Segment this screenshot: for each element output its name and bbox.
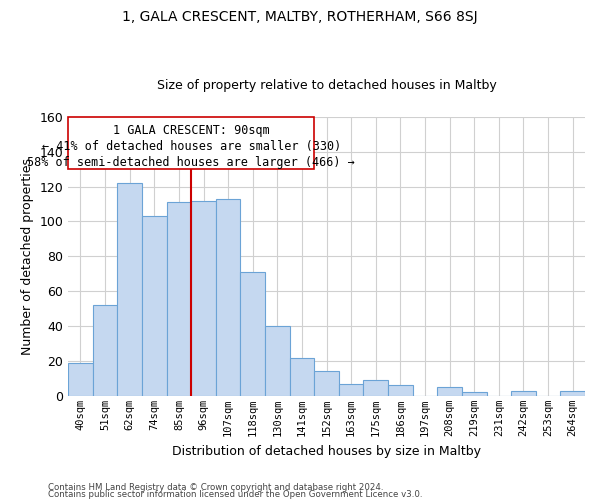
Bar [437,387,462,396]
Bar [339,384,364,396]
Bar [314,372,339,396]
Bar [241,272,265,396]
Y-axis label: Number of detached properties: Number of detached properties [21,158,34,355]
Bar [216,199,241,396]
Text: 1 GALA CRESCENT: 90sqm: 1 GALA CRESCENT: 90sqm [113,124,269,137]
Title: Size of property relative to detached houses in Maltby: Size of property relative to detached ho… [157,79,496,92]
FancyBboxPatch shape [68,117,314,169]
Text: ← 41% of detached houses are smaller (330): ← 41% of detached houses are smaller (33… [41,140,341,153]
Bar [191,200,216,396]
Bar [118,183,142,396]
Bar [364,380,388,396]
Bar [462,392,487,396]
X-axis label: Distribution of detached houses by size in Maltby: Distribution of detached houses by size … [172,444,481,458]
Bar [142,216,167,396]
Bar [388,386,413,396]
Text: 1, GALA CRESCENT, MALTBY, ROTHERHAM, S66 8SJ: 1, GALA CRESCENT, MALTBY, ROTHERHAM, S66… [122,10,478,24]
Bar [290,358,314,396]
Text: Contains public sector information licensed under the Open Government Licence v3: Contains public sector information licen… [48,490,422,499]
Bar [511,390,536,396]
Bar [560,390,585,396]
Text: 58% of semi-detached houses are larger (466) →: 58% of semi-detached houses are larger (… [28,156,355,168]
Bar [68,362,93,396]
Bar [93,305,118,396]
Bar [167,202,191,396]
Bar [265,326,290,396]
Text: Contains HM Land Registry data © Crown copyright and database right 2024.: Contains HM Land Registry data © Crown c… [48,484,383,492]
